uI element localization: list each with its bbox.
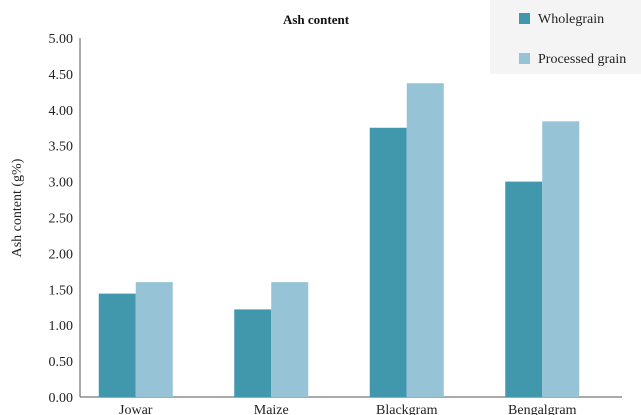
y-tick-label: 3.00 xyxy=(49,176,74,191)
legend-swatch-wholegrain xyxy=(519,13,530,24)
y-tick-label: 4.00 xyxy=(49,104,74,119)
y-tick-label: 3.50 xyxy=(49,140,74,155)
y-tick-label: 4.50 xyxy=(49,68,74,83)
bar-wholegrain-bengalgram xyxy=(505,181,543,397)
y-tick-label: 2.00 xyxy=(49,247,74,262)
y-axis-ticks: 0.00 0.50 1.00 1.50 2.00 2.50 3.00 3.50 4.00 4.50… xyxy=(49,32,74,406)
y-tick-label: 0.50 xyxy=(49,355,74,370)
y-tick-label: 2.50 xyxy=(49,212,74,227)
bar-wholegrain-jowar xyxy=(98,293,136,397)
bars xyxy=(98,83,580,398)
y-tick-label: 5.00 xyxy=(49,32,74,47)
bar-processed-grain-maize xyxy=(271,282,309,397)
legend-box xyxy=(490,0,641,74)
y-axis-label: Ash content (g%) xyxy=(10,158,25,257)
bar-processed-grain-bengalgram xyxy=(542,121,580,398)
x-tick-label: Jowar xyxy=(119,403,153,415)
bar-processed-grain-blackgram xyxy=(406,83,444,397)
x-tick-label: Bengalgram xyxy=(508,403,577,415)
legend: Wholegrain Processed grain xyxy=(490,0,641,74)
y-tick-label: 1.50 xyxy=(49,283,74,298)
chart-title: Ash content xyxy=(283,12,350,27)
x-tick-label: Maize xyxy=(254,403,289,415)
legend-label-wholegrain: Wholegrain xyxy=(538,12,604,27)
y-tick-label: 1.00 xyxy=(49,319,74,334)
bar-wholegrain-blackgram xyxy=(369,127,407,397)
x-axis-labels: Jowar Maize Blackgram Bengalgram xyxy=(119,403,577,415)
legend-label-processed-grain: Processed grain xyxy=(538,52,626,67)
bar-processed-grain-jowar xyxy=(135,282,173,397)
y-tick-label: 0.00 xyxy=(49,391,74,406)
bar-wholegrain-maize xyxy=(234,309,272,397)
legend-swatch-processed-grain xyxy=(519,53,530,64)
x-tick-label: Blackgram xyxy=(376,403,438,415)
